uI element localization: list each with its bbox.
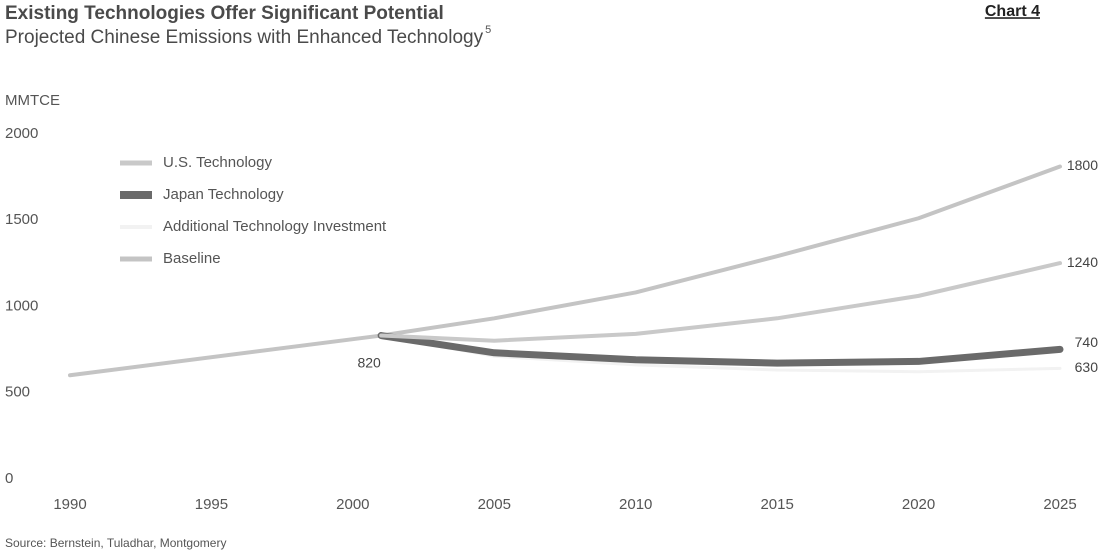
y-tick-label: 2000 [5,125,38,142]
y-axis-label: MMTCE [5,92,60,109]
series-line [379,261,1062,343]
x-tick-label: 2000 [336,496,369,513]
value-label: 740 [1075,334,1099,350]
legend-label: U.S. Technology [163,154,272,171]
y-tick-label: 0 [5,470,13,487]
chart-title: Existing Technologies Offer Significant … [5,3,444,24]
x-tick-label: 1995 [195,496,228,513]
x-tick-label: 2020 [902,496,935,513]
value-label: 630 [1075,359,1099,375]
x-tick-label: 1990 [53,496,86,513]
x-tick-label: 2025 [1043,496,1076,513]
x-tick-label: 2015 [760,496,793,513]
source: Source: Bernstein, Tuladhar, Montgomery [5,536,226,550]
footnote-mark: 5 [485,24,491,36]
chart-subtitle: Projected Chinese Emissions with Enhance… [5,27,484,48]
y-tick-label: 500 [5,384,30,401]
value-label: 1240 [1067,254,1098,270]
x-tick-label: 2010 [619,496,652,513]
legend-label: Japan Technology [163,186,284,203]
chart-label: Chart 4 [985,3,1040,20]
legend-label: Baseline [163,250,221,267]
y-tick-label: 1000 [5,297,38,314]
series-line [377,332,1064,367]
y-tick-label: 1500 [5,211,38,228]
value-label: 820 [357,354,381,370]
value-label: 1800 [1067,157,1098,173]
x-tick-label: 2005 [478,496,511,513]
legend-label: Additional Technology Investment [163,218,387,235]
